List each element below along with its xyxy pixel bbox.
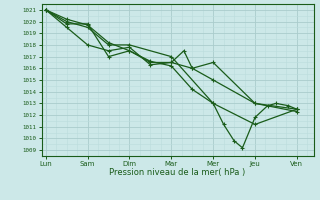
- X-axis label: Pression niveau de la mer( hPa ): Pression niveau de la mer( hPa ): [109, 168, 246, 177]
